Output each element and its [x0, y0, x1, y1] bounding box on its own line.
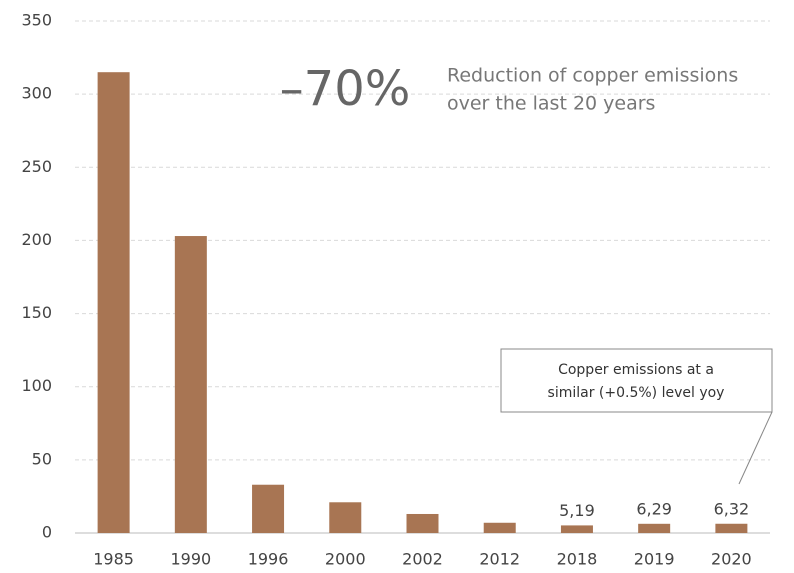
bar: [252, 484, 285, 533]
description: over the last 20 years: [447, 93, 655, 115]
y-tick-label: 350: [21, 11, 52, 30]
bar: [715, 523, 748, 533]
bar: [483, 522, 516, 533]
value-label: 6,29: [636, 499, 672, 518]
description: Reduction of copper emissions: [447, 65, 738, 87]
value-label: 5,19: [559, 501, 595, 520]
y-tick-label: 50: [32, 449, 52, 468]
x-tick-label: 2000: [325, 550, 366, 569]
x-tick-label: 2019: [634, 550, 675, 569]
y-tick-label: 150: [21, 303, 52, 322]
x-tick-label: 1996: [248, 550, 289, 569]
bar: [329, 502, 362, 533]
callout-text: Copper emissions at a: [558, 362, 714, 378]
y-tick-label: 0: [42, 523, 52, 542]
y-tick-label: 200: [21, 230, 52, 249]
x-tick-label: 1985: [93, 550, 134, 569]
bar: [638, 523, 671, 533]
value-label: 6,32: [714, 499, 750, 518]
x-tick-label: 2012: [479, 550, 520, 569]
headline: –70%: [280, 61, 411, 117]
callout-pointer: [738, 411, 773, 485]
bar: [560, 525, 593, 533]
y-tick-label: 300: [21, 84, 52, 103]
bar: [97, 72, 130, 533]
x-tick-label: 2018: [557, 550, 598, 569]
callout-text: similar (+0.5%) level yoy: [548, 385, 725, 401]
y-tick-label: 100: [21, 376, 52, 395]
x-tick-label: 1990: [170, 550, 211, 569]
callout-box: [500, 348, 773, 413]
x-tick-label: 2002: [402, 550, 443, 569]
bar: [174, 236, 207, 534]
x-tick-label: 2020: [711, 550, 752, 569]
bar: [406, 513, 439, 533]
y-tick-label: 250: [21, 157, 52, 176]
